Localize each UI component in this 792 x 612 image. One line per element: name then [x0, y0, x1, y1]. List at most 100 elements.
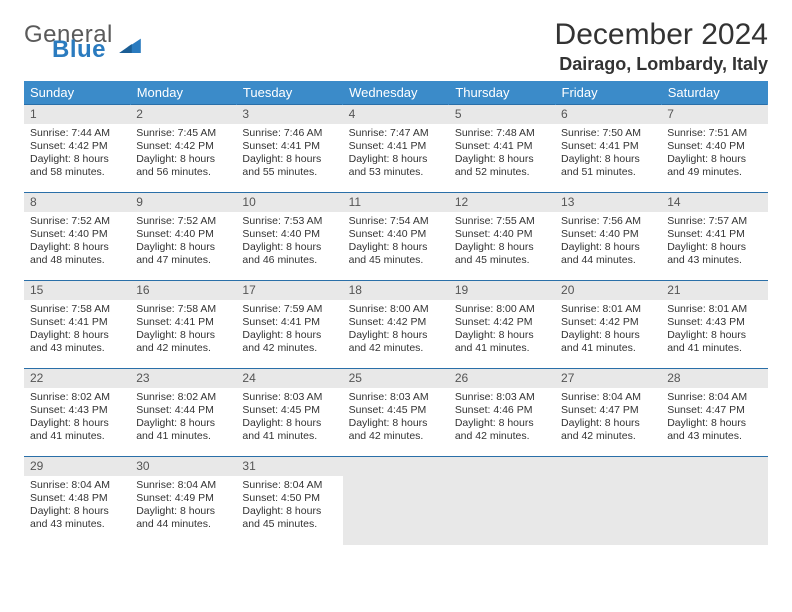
- calendar-cell: 26Sunrise: 8:03 AMSunset: 4:46 PMDayligh…: [449, 369, 555, 457]
- day-body: Sunrise: 8:01 AMSunset: 4:43 PMDaylight:…: [661, 300, 767, 360]
- day-body: Sunrise: 7:56 AMSunset: 4:40 PMDaylight:…: [555, 212, 661, 272]
- sunset-line: Sunset: 4:40 PM: [561, 228, 655, 241]
- sunrise-line: Sunrise: 7:44 AM: [30, 127, 124, 140]
- day-number: 24: [236, 369, 342, 388]
- calendar-row: 1Sunrise: 7:44 AMSunset: 4:42 PMDaylight…: [24, 105, 768, 193]
- day-number: 6: [555, 105, 661, 124]
- calendar-row: 8Sunrise: 7:52 AMSunset: 4:40 PMDaylight…: [24, 193, 768, 281]
- brand-logo: General Blue: [24, 24, 141, 62]
- day-body: Sunrise: 8:04 AMSunset: 4:49 PMDaylight:…: [130, 476, 236, 536]
- sunset-line: Sunset: 4:50 PM: [242, 492, 336, 505]
- sunrise-line: Sunrise: 7:46 AM: [242, 127, 336, 140]
- weekday-header: Wednesday: [343, 81, 449, 105]
- sunset-line: Sunset: 4:42 PM: [349, 316, 443, 329]
- daylight-line: Daylight: 8 hours and 41 minutes.: [561, 329, 655, 355]
- sunrise-line: Sunrise: 8:00 AM: [455, 303, 549, 316]
- day-number: 20: [555, 281, 661, 300]
- sunrise-line: Sunrise: 7:57 AM: [667, 215, 761, 228]
- day-body: Sunrise: 8:03 AMSunset: 4:45 PMDaylight:…: [236, 388, 342, 448]
- sunrise-line: Sunrise: 7:52 AM: [30, 215, 124, 228]
- sunset-line: Sunset: 4:48 PM: [30, 492, 124, 505]
- daylight-line: Daylight: 8 hours and 41 minutes.: [667, 329, 761, 355]
- sunset-line: Sunset: 4:45 PM: [349, 404, 443, 417]
- day-number: 16: [130, 281, 236, 300]
- sunrise-line: Sunrise: 8:02 AM: [136, 391, 230, 404]
- weekday-header: Tuesday: [236, 81, 342, 105]
- sunrise-line: Sunrise: 7:45 AM: [136, 127, 230, 140]
- location-label: Dairago, Lombardy, Italy: [555, 54, 768, 75]
- day-body: Sunrise: 7:58 AMSunset: 4:41 PMDaylight:…: [24, 300, 130, 360]
- day-body: Sunrise: 8:04 AMSunset: 4:47 PMDaylight:…: [555, 388, 661, 448]
- calendar-table: SundayMondayTuesdayWednesdayThursdayFrid…: [24, 81, 768, 545]
- weekday-header: Sunday: [24, 81, 130, 105]
- daylight-line: Daylight: 8 hours and 53 minutes.: [349, 153, 443, 179]
- calendar-row: 15Sunrise: 7:58 AMSunset: 4:41 PMDayligh…: [24, 281, 768, 369]
- calendar-cell: 11Sunrise: 7:54 AMSunset: 4:40 PMDayligh…: [343, 193, 449, 281]
- day-body: Sunrise: 7:57 AMSunset: 4:41 PMDaylight:…: [661, 212, 767, 272]
- day-body: Sunrise: 7:52 AMSunset: 4:40 PMDaylight:…: [24, 212, 130, 272]
- daylight-line: Daylight: 8 hours and 49 minutes.: [667, 153, 761, 179]
- sunset-line: Sunset: 4:41 PM: [455, 140, 549, 153]
- calendar-cell: [449, 457, 555, 545]
- day-body: Sunrise: 7:46 AMSunset: 4:41 PMDaylight:…: [236, 124, 342, 184]
- sunrise-line: Sunrise: 8:00 AM: [349, 303, 443, 316]
- weekday-header: Friday: [555, 81, 661, 105]
- calendar-cell: 17Sunrise: 7:59 AMSunset: 4:41 PMDayligh…: [236, 281, 342, 369]
- day-number: 9: [130, 193, 236, 212]
- day-number: 27: [555, 369, 661, 388]
- day-body: Sunrise: 7:55 AMSunset: 4:40 PMDaylight:…: [449, 212, 555, 272]
- calendar-cell: 29Sunrise: 8:04 AMSunset: 4:48 PMDayligh…: [24, 457, 130, 545]
- sunset-line: Sunset: 4:47 PM: [561, 404, 655, 417]
- day-number: 5: [449, 105, 555, 124]
- sunset-line: Sunset: 4:41 PM: [667, 228, 761, 241]
- calendar-cell: 27Sunrise: 8:04 AMSunset: 4:47 PMDayligh…: [555, 369, 661, 457]
- weekday-header: Thursday: [449, 81, 555, 105]
- calendar-cell: 1Sunrise: 7:44 AMSunset: 4:42 PMDaylight…: [24, 105, 130, 193]
- sunset-line: Sunset: 4:42 PM: [136, 140, 230, 153]
- day-body: Sunrise: 8:01 AMSunset: 4:42 PMDaylight:…: [555, 300, 661, 360]
- brand-triangle-icon: [119, 35, 141, 53]
- day-number: 29: [24, 457, 130, 476]
- day-number: 31: [236, 457, 342, 476]
- calendar-cell: 7Sunrise: 7:51 AMSunset: 4:40 PMDaylight…: [661, 105, 767, 193]
- calendar-cell: 30Sunrise: 8:04 AMSunset: 4:49 PMDayligh…: [130, 457, 236, 545]
- sunrise-line: Sunrise: 8:02 AM: [30, 391, 124, 404]
- calendar-cell: 14Sunrise: 7:57 AMSunset: 4:41 PMDayligh…: [661, 193, 767, 281]
- daylight-line: Daylight: 8 hours and 48 minutes.: [30, 241, 124, 267]
- sunset-line: Sunset: 4:49 PM: [136, 492, 230, 505]
- daylight-line: Daylight: 8 hours and 44 minutes.: [561, 241, 655, 267]
- sunrise-line: Sunrise: 8:01 AM: [667, 303, 761, 316]
- sunrise-line: Sunrise: 7:52 AM: [136, 215, 230, 228]
- day-body: Sunrise: 8:03 AMSunset: 4:45 PMDaylight:…: [343, 388, 449, 448]
- daylight-line: Daylight: 8 hours and 45 minutes.: [455, 241, 549, 267]
- daylight-line: Daylight: 8 hours and 45 minutes.: [242, 505, 336, 531]
- day-body: Sunrise: 8:02 AMSunset: 4:43 PMDaylight:…: [24, 388, 130, 448]
- day-number: 15: [24, 281, 130, 300]
- sunrise-line: Sunrise: 8:04 AM: [30, 479, 124, 492]
- day-body: Sunrise: 8:00 AMSunset: 4:42 PMDaylight:…: [343, 300, 449, 360]
- daylight-line: Daylight: 8 hours and 45 minutes.: [349, 241, 443, 267]
- weekday-header-row: SundayMondayTuesdayWednesdayThursdayFrid…: [24, 81, 768, 105]
- day-body: Sunrise: 7:47 AMSunset: 4:41 PMDaylight:…: [343, 124, 449, 184]
- sunset-line: Sunset: 4:41 PM: [136, 316, 230, 329]
- calendar-cell: 19Sunrise: 8:00 AMSunset: 4:42 PMDayligh…: [449, 281, 555, 369]
- daylight-line: Daylight: 8 hours and 41 minutes.: [242, 417, 336, 443]
- sunset-line: Sunset: 4:41 PM: [30, 316, 124, 329]
- day-number: 25: [343, 369, 449, 388]
- sunrise-line: Sunrise: 7:51 AM: [667, 127, 761, 140]
- daylight-line: Daylight: 8 hours and 43 minutes.: [667, 241, 761, 267]
- sunrise-line: Sunrise: 7:50 AM: [561, 127, 655, 140]
- calendar-cell: 21Sunrise: 8:01 AMSunset: 4:43 PMDayligh…: [661, 281, 767, 369]
- day-number: 10: [236, 193, 342, 212]
- daylight-line: Daylight: 8 hours and 47 minutes.: [136, 241, 230, 267]
- sunset-line: Sunset: 4:41 PM: [242, 316, 336, 329]
- day-body: Sunrise: 7:50 AMSunset: 4:41 PMDaylight:…: [555, 124, 661, 184]
- daylight-line: Daylight: 8 hours and 56 minutes.: [136, 153, 230, 179]
- day-number: 22: [24, 369, 130, 388]
- day-body: Sunrise: 8:04 AMSunset: 4:47 PMDaylight:…: [661, 388, 767, 448]
- calendar-cell: 16Sunrise: 7:58 AMSunset: 4:41 PMDayligh…: [130, 281, 236, 369]
- sunrise-line: Sunrise: 8:03 AM: [242, 391, 336, 404]
- sunset-line: Sunset: 4:41 PM: [349, 140, 443, 153]
- day-number: 11: [343, 193, 449, 212]
- day-number: 18: [343, 281, 449, 300]
